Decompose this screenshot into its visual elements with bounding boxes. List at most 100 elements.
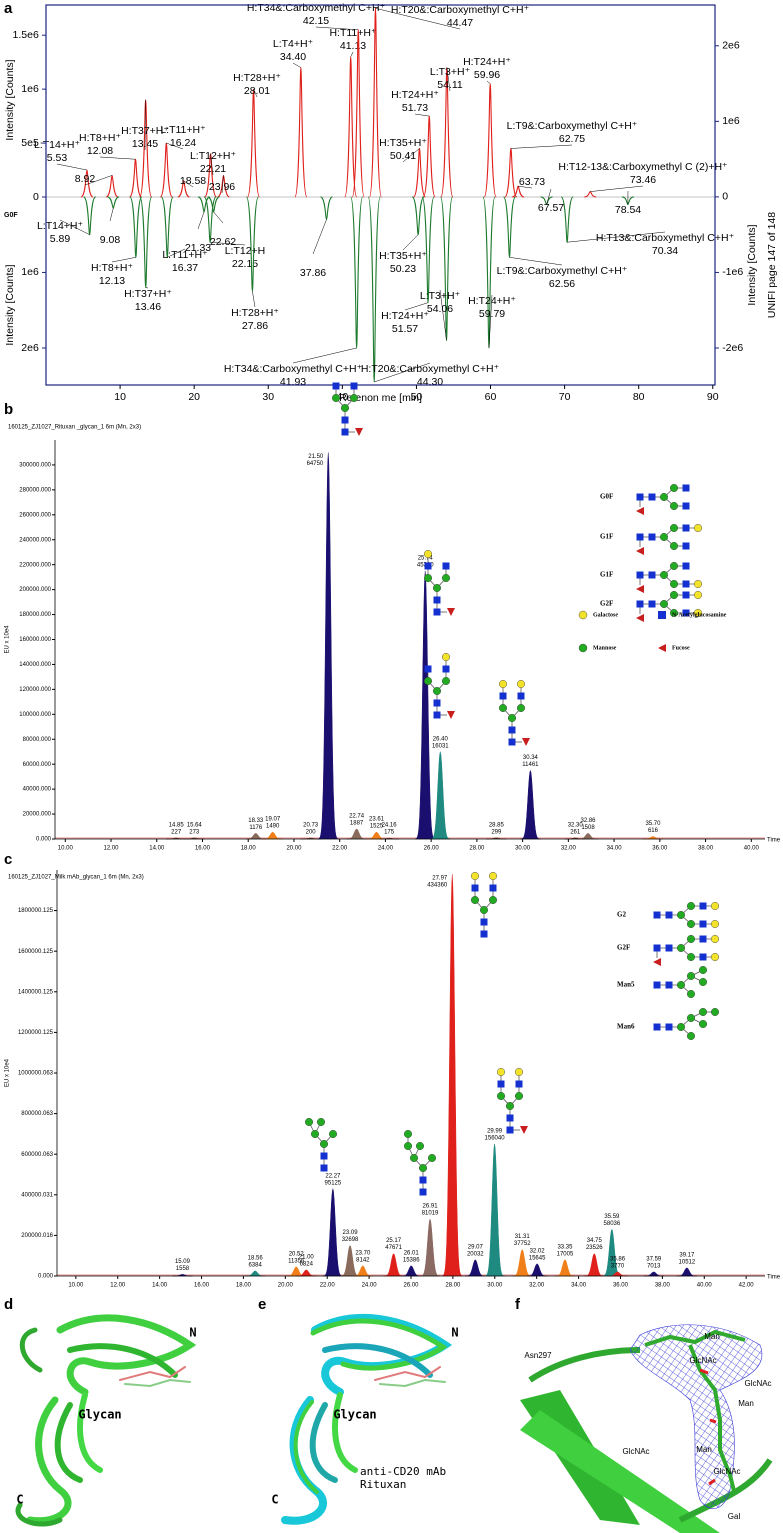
legend-glycan: G2 — [617, 911, 626, 919]
y-tick-label: 120000.000 — [19, 687, 51, 693]
panel-letter: c — [4, 851, 12, 868]
peak-rt: 19.07 — [265, 817, 281, 823]
y-tick-label: 0 — [33, 191, 39, 203]
leader — [144, 99, 146, 151]
peak-label: H:T28+H⁺ — [233, 72, 281, 84]
peak-rt: 22.15 — [232, 258, 258, 270]
fucose — [653, 958, 661, 966]
glcnac — [433, 711, 441, 719]
peak-rt: 44.30 — [417, 376, 443, 388]
peak — [554, 1259, 576, 1277]
x-tick-label: 28.00 — [469, 846, 485, 852]
glcnac — [350, 382, 358, 390]
leader — [510, 144, 573, 149]
structure-label: Asn297 — [524, 1351, 552, 1360]
peak-rt: 14.85 — [169, 823, 185, 829]
fucose — [520, 1126, 528, 1134]
peak-area: 15645 — [529, 1255, 546, 1261]
legend-glycan: G1F — [600, 571, 613, 579]
peak — [80, 169, 94, 198]
x-tick-label: 22.00 — [332, 846, 348, 852]
sugar — [310, 1129, 319, 1138]
sugar — [670, 501, 679, 510]
peak-area: 200 — [306, 830, 317, 836]
peak-rt: 59.96 — [474, 69, 500, 81]
peak-area: 8142 — [356, 1257, 370, 1263]
y-tick-label: 0 — [722, 191, 728, 203]
x-tick-label: 30 — [262, 391, 274, 403]
leader — [488, 294, 493, 348]
sugar — [660, 571, 669, 579]
plot-frame — [45, 4, 716, 386]
sugar — [409, 1153, 418, 1162]
peak-rt: 22.27 — [325, 1173, 341, 1179]
peak — [159, 142, 173, 198]
x-tick-label: 40.00 — [744, 846, 760, 852]
glcnac — [665, 911, 673, 919]
sugar — [694, 590, 703, 599]
legend-icon — [658, 644, 666, 652]
peak — [643, 1271, 664, 1277]
peak-label: H:T11+H⁺ — [329, 27, 377, 39]
peak-label: L:T4+H⁺ — [273, 38, 314, 50]
peak-area: 3770 — [611, 1264, 625, 1270]
peak-area: 15386 — [403, 1257, 420, 1263]
glcnac — [419, 1188, 427, 1196]
sugar — [470, 871, 479, 880]
y-axis-title: EU x 10e4 — [5, 1058, 11, 1087]
y-tick-label: 160000.000 — [19, 637, 51, 643]
peak-label: L:T11+H⁺ — [162, 249, 208, 261]
y2-axis-title: Intensity [Counts] — [746, 224, 758, 305]
x-tick-label: 32.00 — [529, 1283, 545, 1289]
structure-label: Man — [738, 1399, 754, 1408]
y-tick-label: 2e6 — [21, 342, 39, 354]
leader — [509, 257, 563, 266]
peak-rt: 41.93 — [280, 376, 306, 388]
sugar — [441, 652, 450, 661]
glcnac — [665, 981, 673, 989]
x-tick-label: 26.00 — [403, 1283, 419, 1289]
y-tick-label: 5e5 — [21, 137, 39, 149]
x-tick-label: 30.00 — [515, 846, 531, 852]
y-tick-label: -1e6 — [722, 266, 743, 278]
y-tick-label: 240000.000 — [19, 537, 51, 543]
peak — [139, 99, 153, 198]
peak-rt: 28.01 — [244, 85, 270, 97]
protein-cartoon-d — [15, 1314, 197, 1527]
glcnac — [682, 580, 690, 588]
peak-rt: 31.31 — [515, 1234, 531, 1240]
peak-area: 47671 — [385, 1245, 402, 1251]
leader — [350, 51, 354, 57]
sugar — [419, 1163, 427, 1172]
peak-label: L:T9&:Carboxymethyl C+H⁺ — [497, 265, 628, 277]
x-tick-label: 40 — [337, 391, 349, 403]
y-tick-label: 0.000 — [36, 837, 52, 843]
y-tick-label: 1200000.125 — [18, 1030, 54, 1036]
structure-label: N — [189, 1326, 196, 1340]
sugar — [677, 981, 686, 989]
glycan-icon — [331, 382, 363, 436]
peak — [483, 83, 497, 198]
peak-rt: 9.08 — [100, 234, 121, 246]
leader — [439, 289, 447, 341]
y-tick-label: 0.000 — [38, 1274, 54, 1280]
peak-rt: 16.37 — [172, 262, 198, 274]
peak-rt: 22.74 — [349, 814, 365, 820]
glcnac — [433, 608, 441, 616]
peak-area: 616 — [648, 828, 659, 834]
y-tick-label: 1.5e6 — [13, 29, 39, 41]
fucose — [522, 738, 530, 746]
x-tick-label: 30.00 — [487, 1283, 503, 1289]
sugar — [687, 901, 696, 910]
legend-glycan: G2F — [600, 600, 613, 608]
chart-title: 160125_ZJ1027_Milk mAb_glycan_1 6m (Mn, … — [8, 875, 144, 881]
peak-rt: 63.73 — [519, 176, 545, 188]
legend-glycan: G0F — [600, 493, 613, 501]
peak-label: H:T24+H⁺ — [381, 310, 429, 322]
peak-rt: 18.58 — [180, 175, 206, 187]
leader — [210, 153, 214, 176]
peak-area: 32698 — [342, 1237, 359, 1243]
sugar — [711, 901, 720, 910]
peak — [511, 1249, 533, 1277]
y-tick-label: 200000.000 — [19, 587, 51, 593]
